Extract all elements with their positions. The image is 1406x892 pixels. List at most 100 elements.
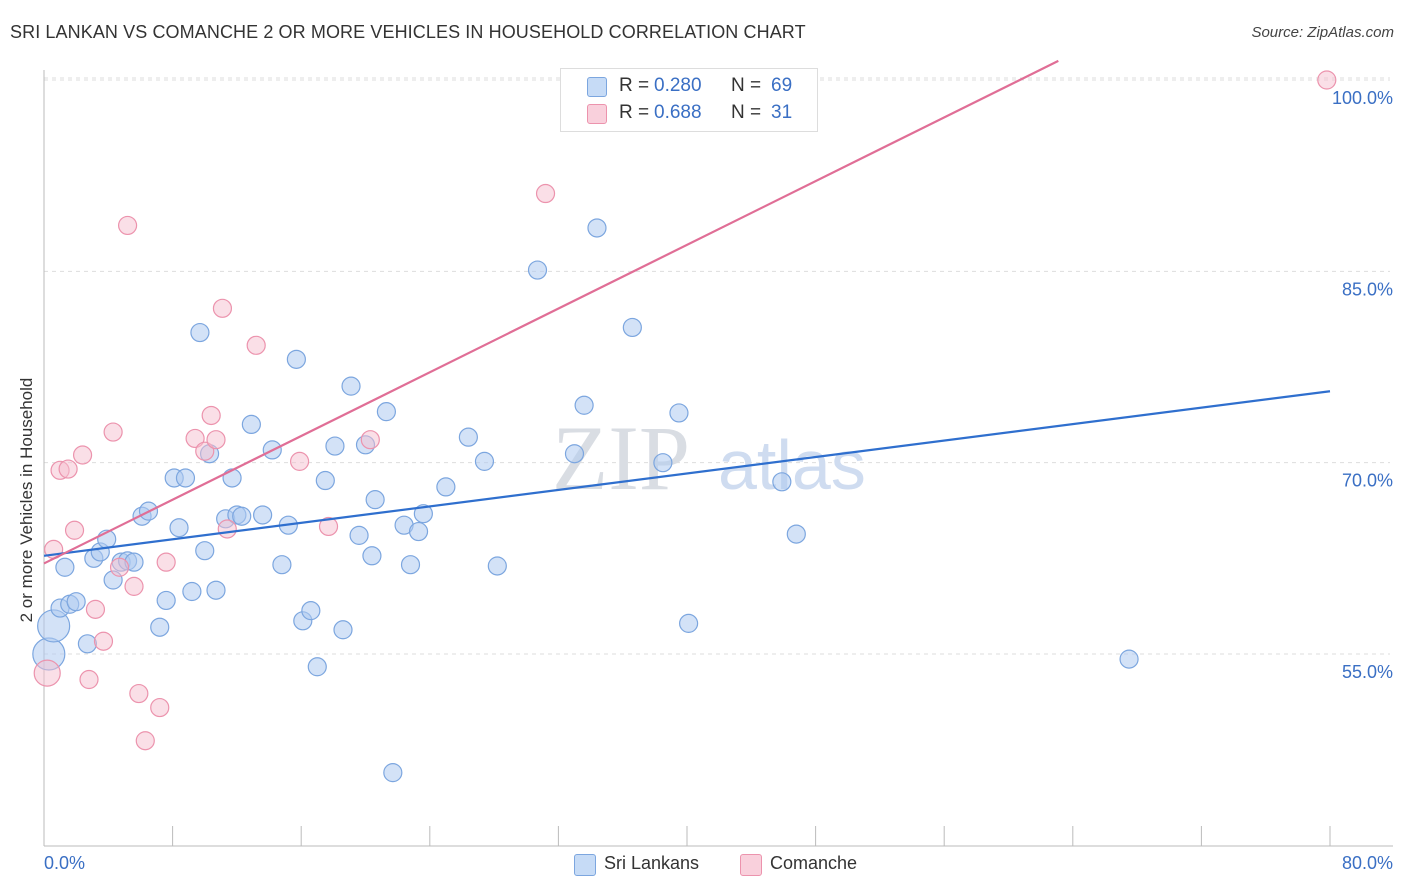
n-label: N =: [731, 75, 762, 96]
data-point-sri-lankans: [587, 218, 607, 238]
trend-lines: [43, 59, 1331, 565]
comanche-legend-swatch: [740, 854, 762, 876]
series-sri-lankans-points: [32, 218, 1139, 783]
data-point-sri-lankans: [365, 490, 385, 510]
data-point-comanche: [156, 552, 176, 572]
data-point-comanche: [33, 659, 61, 687]
data-point-sri-lankans: [301, 601, 321, 621]
data-point-comanche: [289, 451, 310, 471]
data-point-comanche: [79, 669, 99, 690]
data-point-sri-lankans: [156, 590, 176, 611]
y-axis-label: 2 or more Vehicles in Household: [17, 377, 36, 623]
data-point-sri-lankans: [66, 592, 86, 612]
n-value: 69: [771, 75, 793, 96]
data-point-comanche: [103, 422, 123, 442]
y-axis-label-wrap: 2 or more Vehicles in Household: [2, 300, 52, 700]
source-credit: Source: ZipAtlas.com: [1251, 24, 1394, 41]
chart-legend: Sri Lankans Comanche: [0, 852, 1406, 876]
data-point-sri-lankans: [175, 468, 196, 488]
trend-line-comanche: [43, 59, 1059, 565]
data-point-comanche: [129, 683, 149, 704]
comanche-swatch: [587, 104, 607, 124]
data-point-comanche: [85, 599, 106, 619]
data-point-comanche: [64, 520, 85, 540]
data-point-sri-lankans: [325, 436, 345, 456]
data-point-comanche: [195, 441, 215, 461]
n-label: N =: [731, 102, 762, 123]
data-point-sri-lankans: [679, 613, 699, 633]
data-point-sri-lankans: [669, 403, 689, 423]
data-point-comanche: [72, 445, 93, 465]
data-point-sri-lankans: [253, 505, 273, 525]
data-point-sri-lankans: [383, 763, 403, 783]
data-point-sri-lankans: [436, 477, 456, 497]
y-tick-label: 100.0%: [1332, 88, 1393, 108]
data-point-sri-lankans: [574, 395, 594, 415]
data-point-sri-lankans: [182, 581, 202, 602]
watermark-atlas: atlas: [718, 426, 866, 504]
data-point-sri-lankans: [232, 506, 252, 526]
x-tick-label: 0.0%: [44, 853, 85, 873]
y-tick-label: 55.0%: [1342, 662, 1393, 682]
data-point-comanche: [1317, 70, 1337, 90]
data-point-sri-lankans: [272, 555, 292, 575]
data-point-comanche: [535, 183, 556, 204]
data-point-comanche: [150, 697, 170, 718]
data-point-sri-lankans: [653, 453, 673, 473]
sri-lankans-legend-swatch: [574, 854, 596, 876]
data-point-sri-lankans: [55, 557, 75, 577]
r-value: 0.280: [654, 75, 702, 96]
axes: [43, 70, 1393, 847]
data-point-sri-lankans: [527, 260, 548, 280]
data-point-sri-lankans: [474, 451, 495, 471]
watermark: ZIP atlas: [552, 407, 866, 509]
data-point-comanche: [318, 516, 339, 537]
data-point-sri-lankans: [458, 427, 478, 447]
chart-title: SRI LANKAN VS COMANCHE 2 OR MORE VEHICLE…: [10, 22, 806, 42]
data-point-comanche: [117, 215, 138, 236]
data-point-sri-lankans: [169, 518, 189, 538]
data-point-sri-lankans: [408, 521, 429, 542]
data-point-sri-lankans: [413, 504, 433, 524]
data-point-comanche: [185, 428, 205, 449]
data-point-comanche: [93, 631, 114, 651]
data-point-sri-lankans: [362, 546, 382, 566]
correlation-stats-box: R = 0.280 N = 69 R = 0.688 N = 31: [560, 68, 818, 132]
data-point-comanche: [124, 576, 144, 596]
data-point-comanche: [360, 430, 380, 450]
r-label: R =: [619, 102, 650, 123]
data-point-comanche: [58, 459, 78, 479]
data-point-sri-lankans: [195, 541, 215, 561]
stat-row-comanche: R = 0.688 N = 31: [561, 101, 817, 127]
data-point-sri-lankans: [1119, 649, 1139, 669]
data-point-sri-lankans: [622, 317, 642, 338]
legend-label: Sri Lankans: [604, 853, 700, 873]
data-point-sri-lankans: [376, 402, 396, 422]
data-point-sri-lankans: [349, 525, 369, 545]
data-point-sri-lankans: [286, 349, 306, 369]
y-tick-label: 70.0%: [1342, 471, 1393, 491]
data-point-sri-lankans: [206, 580, 226, 600]
data-point-comanche: [109, 557, 130, 577]
data-point-sri-lankans: [190, 322, 210, 343]
x-tick-label: 80.0%: [1342, 853, 1393, 873]
y-tick-label: 85.0%: [1342, 279, 1393, 299]
trend-line-sri-lankans: [43, 390, 1331, 557]
n-value: 31: [771, 102, 793, 123]
legend-label: Comanche: [770, 853, 858, 873]
data-point-sri-lankans: [341, 376, 361, 396]
stat-row-sri-lankans: R = 0.280 N = 69: [561, 74, 817, 100]
data-point-sri-lankans: [564, 444, 585, 464]
data-point-sri-lankans: [77, 634, 98, 654]
data-point-sri-lankans: [241, 414, 261, 434]
data-point-comanche: [212, 298, 233, 318]
grid-lines: [44, 77, 1390, 655]
r-label: R =: [619, 75, 650, 96]
data-point-sri-lankans: [772, 472, 792, 492]
r-value: 0.688: [654, 102, 702, 123]
data-point-sri-lankans: [487, 556, 507, 576]
data-point-comanche: [206, 430, 226, 450]
sri-lankans-swatch: [587, 77, 607, 97]
data-point-sri-lankans: [222, 468, 242, 488]
